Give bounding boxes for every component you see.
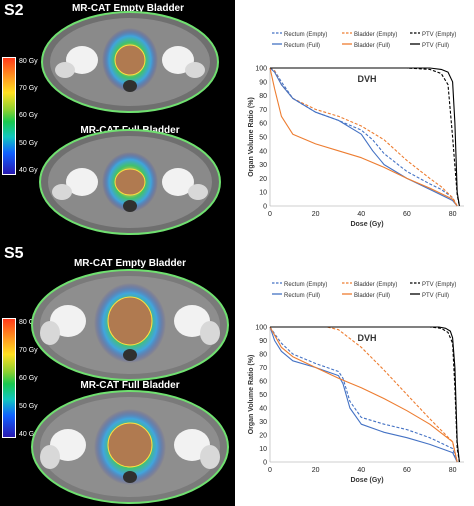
y-tick-label: 30 (259, 162, 267, 169)
x-tick-label: 40 (357, 211, 365, 218)
x-tick-label: 60 (403, 211, 411, 218)
x-tick-label: 40 (357, 467, 365, 474)
legend-label: Bladder (Empty) (354, 282, 397, 288)
dvh-chart-s5: Rectum (Empty) Bladder (Empty) PTV (Empty)… (248, 282, 464, 484)
legend-label: PTV (Full) (422, 43, 449, 49)
y-tick-label: 10 (259, 190, 267, 197)
y-tick-label: 40 (259, 406, 267, 413)
y-tick-label: 100 (255, 66, 267, 73)
ct-slice-s2-empty (41, 11, 219, 113)
y-tick-label: 70 (259, 365, 267, 372)
legend-label: PTV (Empty) (422, 32, 456, 38)
colorbar-label: 60 Gy (19, 112, 38, 119)
series-line (270, 67, 460, 207)
legend-label: PTV (Full) (422, 293, 449, 299)
x-axis-label: Dose (Gy) (350, 477, 383, 484)
y-tick-label: 20 (259, 176, 267, 183)
ct-slice-s5-full (31, 390, 229, 504)
ct-slice-s5-empty (31, 269, 229, 381)
y-tick-label: 60 (259, 379, 267, 386)
dvh-chart-s2: Rectum (Empty) Bladder (Empty) PTV (Empty)… (248, 32, 464, 228)
scan-title-s5-empty: MR-CAT Empty Bladder (73, 258, 187, 269)
colorbar-label: 60 Gy (19, 375, 38, 382)
legend-label: Rectum (Full) (284, 43, 320, 49)
colorbar-label: 70 Gy (19, 85, 38, 92)
legend-label: Bladder (Full) (354, 43, 390, 49)
y-tick-label: 0 (263, 204, 267, 211)
y-tick-label: 100 (255, 325, 267, 332)
y-tick-label: 0 (263, 460, 267, 467)
colorbar-label: 40 Gy (19, 167, 38, 174)
legend-label: Rectum (Full) (284, 293, 320, 299)
y-tick-label: 80 (259, 352, 267, 359)
colorbar-label: 50 Gy (19, 403, 38, 410)
y-tick-label: 30 (259, 419, 267, 426)
x-tick-label: 80 (449, 211, 457, 218)
scan-title-s2-empty: MR-CAT Empty Bladder (71, 3, 185, 14)
colorbar-label: 80 Gy (19, 58, 38, 65)
case-label-s2: S2 (4, 2, 24, 19)
y-tick-label: 50 (259, 135, 267, 142)
series-line (270, 326, 460, 463)
legend-label: Bladder (Full) (354, 293, 390, 299)
ct-dose-slices (31, 11, 229, 504)
x-tick-label: 80 (449, 467, 457, 474)
y-tick-label: 20 (259, 433, 267, 440)
series-line (269, 67, 458, 207)
y-axis-label: Organ Volume Ratio (%) (248, 355, 255, 435)
y-tick-label: 60 (259, 121, 267, 128)
series-line (269, 326, 458, 463)
chart-title: DVH (357, 333, 376, 343)
x-tick-label: 20 (312, 467, 320, 474)
chart-title: DVH (357, 74, 376, 84)
x-tick-label: 20 (312, 211, 320, 218)
legend-label: Bladder (Empty) (354, 32, 397, 38)
series-line (270, 326, 458, 463)
legend-label: PTV (Empty) (422, 282, 456, 288)
y-axis-label: Organ Volume Ratio (%) (248, 97, 255, 177)
series-line (269, 326, 458, 463)
y-tick-label: 50 (259, 392, 267, 399)
colorbar-label: 50 Gy (19, 140, 38, 147)
ct-slice-s2-full (39, 129, 221, 235)
series-line (270, 326, 460, 463)
x-tick-label: 0 (268, 211, 272, 218)
x-axis-label: Dose (Gy) (350, 221, 383, 228)
y-tick-label: 90 (259, 338, 267, 345)
dose-colorbar-s2 (2, 57, 16, 175)
scan-title-s5-full: MR-CAT Full Bladder (80, 380, 180, 391)
series-line (269, 67, 458, 207)
legend-label: Rectum (Empty) (284, 32, 327, 38)
y-tick-label: 90 (259, 79, 267, 86)
legend-label: Rectum (Empty) (284, 282, 327, 288)
y-tick-label: 40 (259, 148, 267, 155)
series-line (269, 326, 458, 463)
y-tick-label: 80 (259, 93, 267, 100)
case-label-s5: S5 (4, 245, 24, 262)
colorbar-label: 70 Gy (19, 347, 38, 354)
y-tick-label: 70 (259, 107, 267, 114)
colorbar-label: 80 Gy (19, 319, 38, 326)
x-tick-label: 0 (268, 467, 272, 474)
x-tick-label: 60 (403, 467, 411, 474)
colorbar-label: 40 Gy (19, 431, 38, 438)
y-tick-label: 10 (259, 446, 267, 453)
series-line (269, 67, 458, 207)
dose-colorbar-s5 (2, 318, 16, 438)
